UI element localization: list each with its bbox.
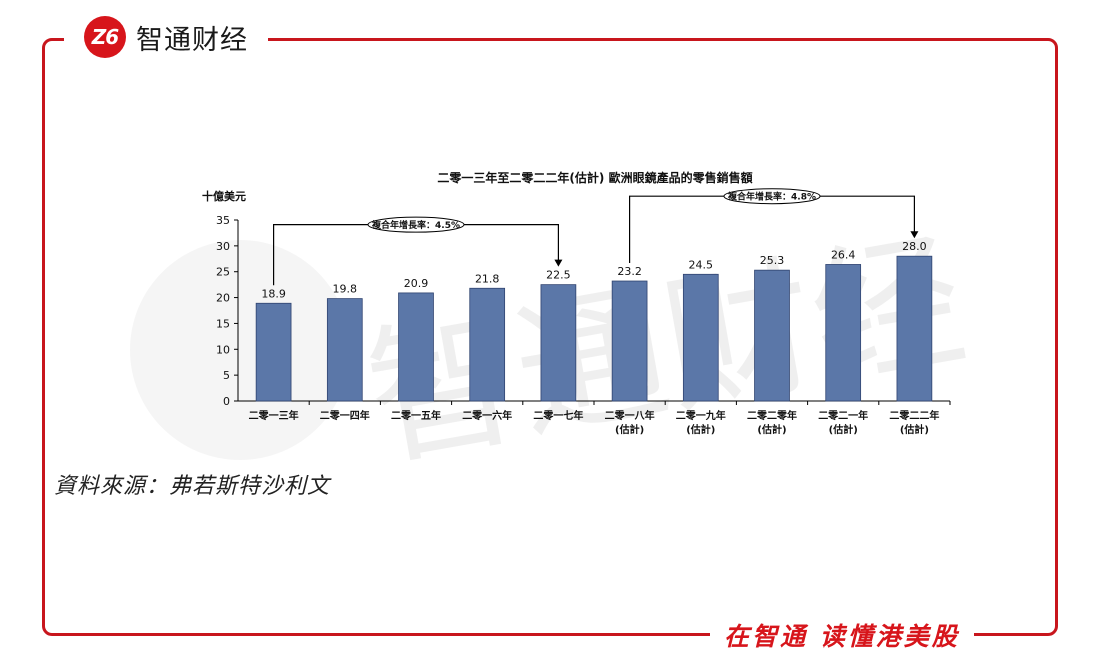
cagr-label: 複合年增長率：4.8% (727, 191, 816, 203)
slogan-text: 在智通 读懂港美股 (724, 622, 960, 651)
data-label: 24.5 (689, 258, 714, 271)
cagr-arrowhead (554, 259, 563, 267)
x-tick-label: (估計) (829, 423, 858, 436)
y-axis-label: 十億美元 (202, 189, 246, 203)
bar (469, 287, 506, 402)
x-tick-label: 二零二零年 (747, 409, 797, 422)
cagr-label: 複合年增長率：4.5% (371, 219, 460, 231)
x-tick-label: 二零一四年 (320, 409, 370, 422)
header-logo[interactable]: Z6 智通财经 (64, 14, 268, 60)
data-label: 26.4 (831, 248, 856, 261)
bar (754, 269, 790, 402)
bar (540, 284, 577, 402)
x-tick-label: 二零一九年 (676, 409, 726, 422)
data-label: 28.0 (902, 240, 927, 253)
bar (896, 255, 933, 402)
cagr-label-oval (367, 216, 465, 233)
x-tick-label: 二零一五年 (391, 409, 441, 422)
footer-slogan: 在智通 读懂港美股 (710, 612, 974, 658)
cagr-arrowhead (910, 231, 919, 239)
bar (682, 273, 719, 402)
y-tick-label: 10 (216, 343, 230, 356)
y-tick-label: 20 (216, 292, 230, 305)
cagr-bracket (629, 195, 916, 264)
y-tick-label: 0 (223, 395, 230, 408)
y-tick-label: 15 (216, 317, 230, 330)
source-note: 資料來源：弗若斯特沙利文 (54, 474, 331, 499)
y-tick-label: 35 (216, 214, 230, 227)
cagr-label-oval (723, 188, 821, 205)
y-tick-label: 30 (216, 240, 230, 253)
data-label: 21.8 (475, 272, 500, 285)
chart-title: 二零一三年至二零二二年(估計) 歐洲眼鏡產品的零售銷售額 (437, 170, 752, 185)
x-tick-label: (估計) (900, 423, 929, 436)
data-label: 20.9 (404, 277, 429, 290)
x-tick-label: 二零一三年 (249, 409, 299, 422)
x-tick-label: (估計) (686, 423, 715, 436)
x-tick-label: 二零一七年 (533, 409, 583, 422)
x-tick-label: (估計) (757, 423, 786, 436)
y-tick-label: 5 (223, 369, 230, 382)
y-tick-label: 25 (216, 266, 230, 279)
data-label: 19.8 (333, 283, 358, 296)
bar (611, 280, 648, 402)
bar (326, 298, 363, 402)
data-label: 23.2 (617, 265, 642, 278)
data-label: 18.9 (261, 287, 286, 300)
x-tick-label: (估計) (615, 423, 644, 436)
data-label: 25.3 (760, 254, 785, 267)
x-tick-label: 二零一八年 (605, 409, 655, 422)
logo-mark-icon: Z6 (84, 16, 126, 58)
bar (825, 264, 862, 402)
data-label: 22.5 (546, 269, 571, 282)
x-tick-label: 二零一六年 (462, 409, 512, 422)
content-frame (42, 38, 1058, 636)
x-tick-label: 二零二一年 (818, 409, 868, 422)
x-tick-label: 二零二二年 (889, 409, 939, 422)
bar (255, 302, 292, 402)
bar (398, 292, 434, 402)
logo-text: 智通财经 (136, 24, 248, 56)
